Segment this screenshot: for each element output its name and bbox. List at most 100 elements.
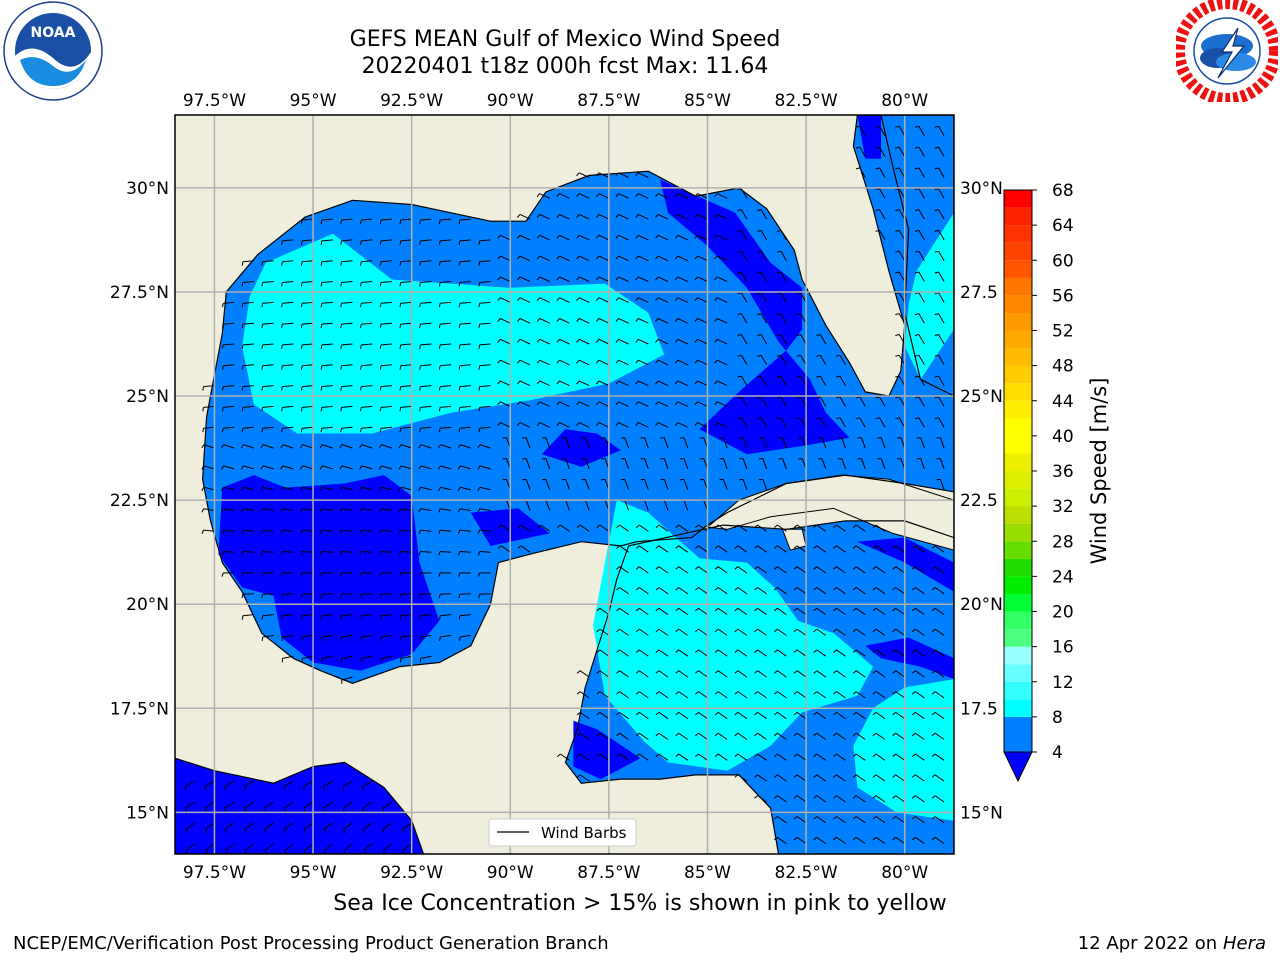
wind-barb	[381, 508, 392, 511]
wind-barb	[658, 711, 669, 720]
wind-barb	[879, 126, 886, 137]
wind-barb	[459, 426, 471, 429]
wind-barb-flag	[793, 545, 798, 549]
wind-barb-flag	[734, 753, 739, 757]
wind-barb-flag	[895, 334, 900, 336]
wind-barb	[638, 193, 649, 199]
wind-barb-flag	[892, 649, 897, 653]
wind-barb-flag	[576, 297, 580, 302]
wind-barb-flag	[694, 422, 698, 426]
wind-barb-flag	[323, 807, 326, 812]
wind-barb	[584, 437, 590, 449]
lon-tick-label-bottom: 82.5°W	[775, 863, 838, 883]
wind-barb-flag	[773, 649, 778, 653]
wind-barb-flag	[934, 229, 939, 232]
wind-barb-flag	[895, 188, 900, 191]
wind-barb	[599, 753, 610, 761]
wind-barb-flag	[931, 607, 936, 612]
wind-barb-flag	[895, 250, 900, 253]
wind-barb	[519, 401, 531, 407]
wind-barb-flag	[776, 250, 782, 253]
wind-barb-flag	[261, 261, 264, 266]
wind-barb-flag	[576, 193, 580, 198]
wind-barb-flag	[360, 344, 362, 349]
wind-barb	[796, 649, 807, 657]
wind-barb	[341, 529, 353, 532]
wind-barb-flag	[419, 344, 421, 349]
wind-barb	[760, 396, 768, 407]
wind-barb	[915, 711, 925, 720]
wind-barb-flag	[635, 380, 639, 385]
lat-tick-label-left: 20°N	[126, 595, 169, 615]
wind-barb-flag	[694, 255, 698, 260]
wind-barb-flag	[478, 407, 481, 412]
wind-barb-flag	[556, 297, 560, 302]
wind-barb	[519, 234, 531, 241]
wind-barb-flag	[892, 691, 897, 695]
wind-barb-flag	[895, 167, 900, 170]
wind-barb	[740, 230, 748, 241]
wind-barb-flag	[301, 636, 303, 642]
wind-barb-flag	[419, 365, 421, 370]
wind-barb-flag	[438, 572, 441, 577]
wind-barb-flag	[399, 572, 402, 577]
wind-barb-flag	[201, 529, 204, 534]
wind-barb	[777, 545, 787, 553]
wind-barb	[598, 193, 610, 199]
wind-barb	[321, 322, 333, 325]
wind-barb-flag	[872, 836, 877, 841]
wind-barb	[716, 422, 728, 428]
wind-barb-flag	[914, 417, 920, 420]
wind-barb-flag	[399, 261, 402, 266]
colorbar-tick-label: 12	[1052, 673, 1074, 693]
wind-barb	[525, 437, 531, 449]
wind-barb	[619, 670, 629, 678]
wind-barb	[716, 297, 728, 303]
wind-barb	[780, 396, 787, 407]
wind-barb	[819, 355, 827, 366]
wind-barb	[262, 486, 274, 491]
lon-tick-label-top: 92.5°W	[380, 91, 443, 111]
wind-barb-flag	[320, 572, 323, 577]
wind-barb	[321, 614, 333, 617]
wind-barb	[816, 753, 827, 761]
wind-barb-flag	[734, 524, 739, 528]
wind-barb	[302, 281, 314, 283]
wind-barb	[262, 529, 274, 532]
wind-barb	[740, 209, 748, 220]
wind-barb	[918, 375, 925, 386]
wind-barb-flag	[793, 566, 798, 570]
wind-barb-flag	[517, 214, 521, 218]
wind-barb-flag	[517, 524, 522, 528]
wind-barb	[638, 213, 649, 220]
wind-barb-flag	[776, 229, 782, 232]
wind-barb	[282, 551, 294, 553]
wind-barb	[420, 614, 432, 617]
wind-barb	[321, 426, 333, 429]
wind-barb	[760, 355, 768, 366]
wind-barb	[302, 218, 314, 221]
wind-barb-flag	[892, 545, 897, 549]
wind-barb	[302, 426, 314, 429]
wind-barb	[420, 405, 432, 408]
wind-barb	[223, 508, 235, 511]
wind-barb-flag	[418, 529, 421, 534]
wind-barb	[579, 774, 590, 782]
wind-barb-flag	[241, 365, 244, 370]
wind-barb	[420, 322, 432, 325]
wind-barb	[757, 670, 767, 678]
wind-barb-flag	[911, 670, 916, 674]
wind-barb-flag	[320, 303, 323, 308]
wind-barb	[420, 486, 432, 491]
wind-barb	[638, 380, 649, 387]
wind-barb	[380, 426, 392, 429]
wind-barb-flag	[635, 172, 639, 177]
wind-barb-flag	[754, 607, 758, 612]
wind-barb	[875, 587, 886, 595]
wind-barb	[757, 628, 767, 636]
colorbar-tick-label: 68	[1052, 181, 1074, 201]
wind-barb-flag	[536, 338, 541, 343]
wind-barb	[361, 593, 373, 595]
wind-barb-flag	[776, 334, 782, 336]
